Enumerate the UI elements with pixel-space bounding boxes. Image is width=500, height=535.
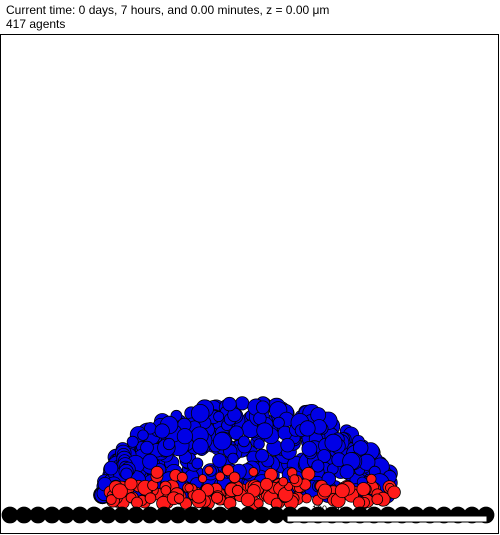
blue-agent [280,438,295,453]
red-agent [221,464,234,477]
red-agent [160,485,172,496]
red-agent [301,466,316,481]
red-agent [260,477,273,491]
blue-agent [235,396,250,411]
scale-bar-label: 100 μm [312,504,342,514]
red-agent [215,471,225,482]
substrate-agent [57,506,75,524]
blue-agent [301,440,318,457]
red-agent [334,483,350,499]
blue-agent [311,459,325,473]
blue-agent [142,453,159,470]
blue-agent [229,425,244,441]
agent-count-text: 417 agents [6,17,66,31]
blue-agent [176,428,193,445]
red-agent [106,494,117,505]
red-agent [356,482,371,497]
current-time-text: Current time: 0 days, 7 hours, and 0.00 … [6,3,330,17]
red-agent [191,488,207,504]
blue-agent [272,416,285,429]
blue-agent [154,423,170,439]
blue-agent [317,449,332,463]
red-agent [248,467,259,477]
scale-bar: 100 μm [286,504,488,523]
blue-agent [190,403,210,423]
red-agents [103,464,401,511]
red-agent [204,465,214,475]
blue-agent [191,457,204,470]
blue-agent [126,435,139,448]
blue-agent [227,452,239,464]
red-agent [240,492,255,507]
blue-agent [238,435,250,448]
red-agent [387,485,401,500]
red-agent [150,465,164,479]
blue-agent [255,400,270,415]
blue-agent [212,453,227,468]
red-agent [278,476,289,487]
red-agent [366,473,377,484]
blue-agent [103,461,119,476]
blue-agent [324,433,343,452]
substrate-agent [85,506,103,524]
red-agent [352,496,366,509]
blue-agent [222,396,237,412]
simulation-header: Current time: 0 days, 7 hours, and 0.00 … [0,0,500,34]
red-agent [124,477,138,491]
red-agent [228,471,241,484]
substrate-agent [113,506,131,524]
blue-agent [140,440,154,455]
blue-agent [192,437,209,455]
blue-agent [212,432,232,451]
blue-agent [213,411,225,423]
red-agent [231,484,244,497]
blue-agent [163,437,176,451]
substrate-agent [43,506,61,524]
scale-bar-rect [286,515,488,523]
blue-agent [253,438,265,450]
red-agent [144,492,157,505]
simulation-viewport [0,34,499,534]
red-agent [211,491,224,504]
red-agent [318,483,333,498]
substrate-agent [29,506,47,524]
red-agent [184,483,194,493]
red-agent [112,483,128,500]
substrate-agent [71,506,89,524]
blue-agent [339,464,355,480]
substrate-agent [99,506,117,524]
red-agent [289,474,300,485]
red-agent [371,493,384,506]
blue-agent [256,422,274,440]
blue-agent [137,429,149,441]
blue-agent [255,448,269,463]
blue-agent [299,420,316,437]
red-agent [301,493,312,504]
red-agent [173,493,185,504]
red-agent [131,496,143,509]
blue-agent [353,440,369,456]
red-agent [176,471,188,483]
red-agent [198,474,208,484]
